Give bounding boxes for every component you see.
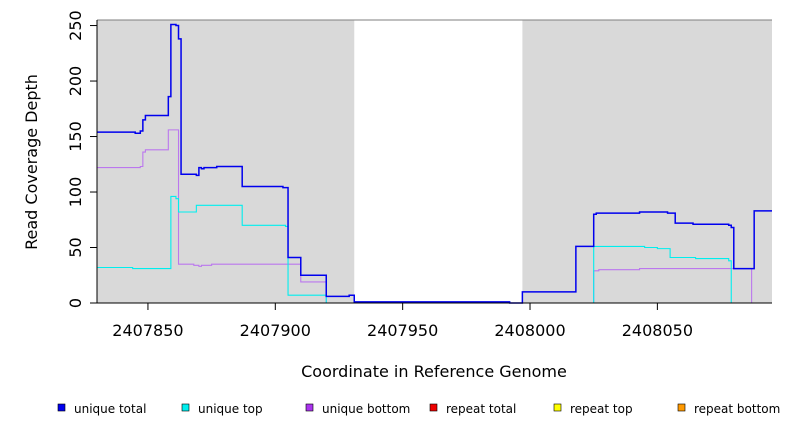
legend-label-repeat-bottom: repeat bottom [694,402,780,416]
x-tick-label-2408000: 2408000 [494,321,565,340]
legend-label-repeat-top: repeat top [570,402,633,416]
legend-label-unique-total: unique total [74,402,146,416]
legend-swatch-repeat-bottom [677,403,686,412]
y-tick-label-100: 100 [66,177,85,208]
legend-swatch-repeat-top [553,403,562,412]
legend-swatch-unique-bottom [305,403,314,412]
legend: unique total unique top unique bottom repea… [57,402,780,416]
legend-label-unique-top: unique top [198,402,263,416]
legend-label-repeat-total: repeat total [446,402,516,416]
y-tick-label-0: 0 [66,298,85,308]
shaded-region-1 [97,20,355,303]
legend-swatch-unique-top [181,403,190,412]
series-unique-total [97,23,772,304]
x-tick-label-2407850: 2407850 [112,321,183,340]
shaded-region-2 [522,20,772,303]
x-tick-label-2407900: 2407900 [240,321,311,340]
legend-label-unique-bottom: unique bottom [322,402,410,416]
y-tick-label-250: 250 [66,10,85,41]
axes-layer: 0 50 100 150 200 250 2407850 2407900 2407950 2408… [66,10,772,340]
series-unique-bottom [97,129,772,304]
x-tick-label-2408050: 2408050 [622,321,693,340]
plot-background [97,20,772,303]
y-tick-label-200: 200 [66,66,85,97]
y-axis-title: Read Coverage Depth [22,74,41,250]
series-unique-top [97,195,772,304]
x-axis-title: Coordinate in Reference Genome [301,362,567,381]
y-tick-label-150: 150 [66,121,85,152]
x-tick-label-2407950: 2407950 [367,321,438,340]
legend-swatch-repeat-total [429,403,438,412]
y-tick-label-50: 50 [66,237,85,257]
legend-swatch-unique-total [57,403,66,412]
